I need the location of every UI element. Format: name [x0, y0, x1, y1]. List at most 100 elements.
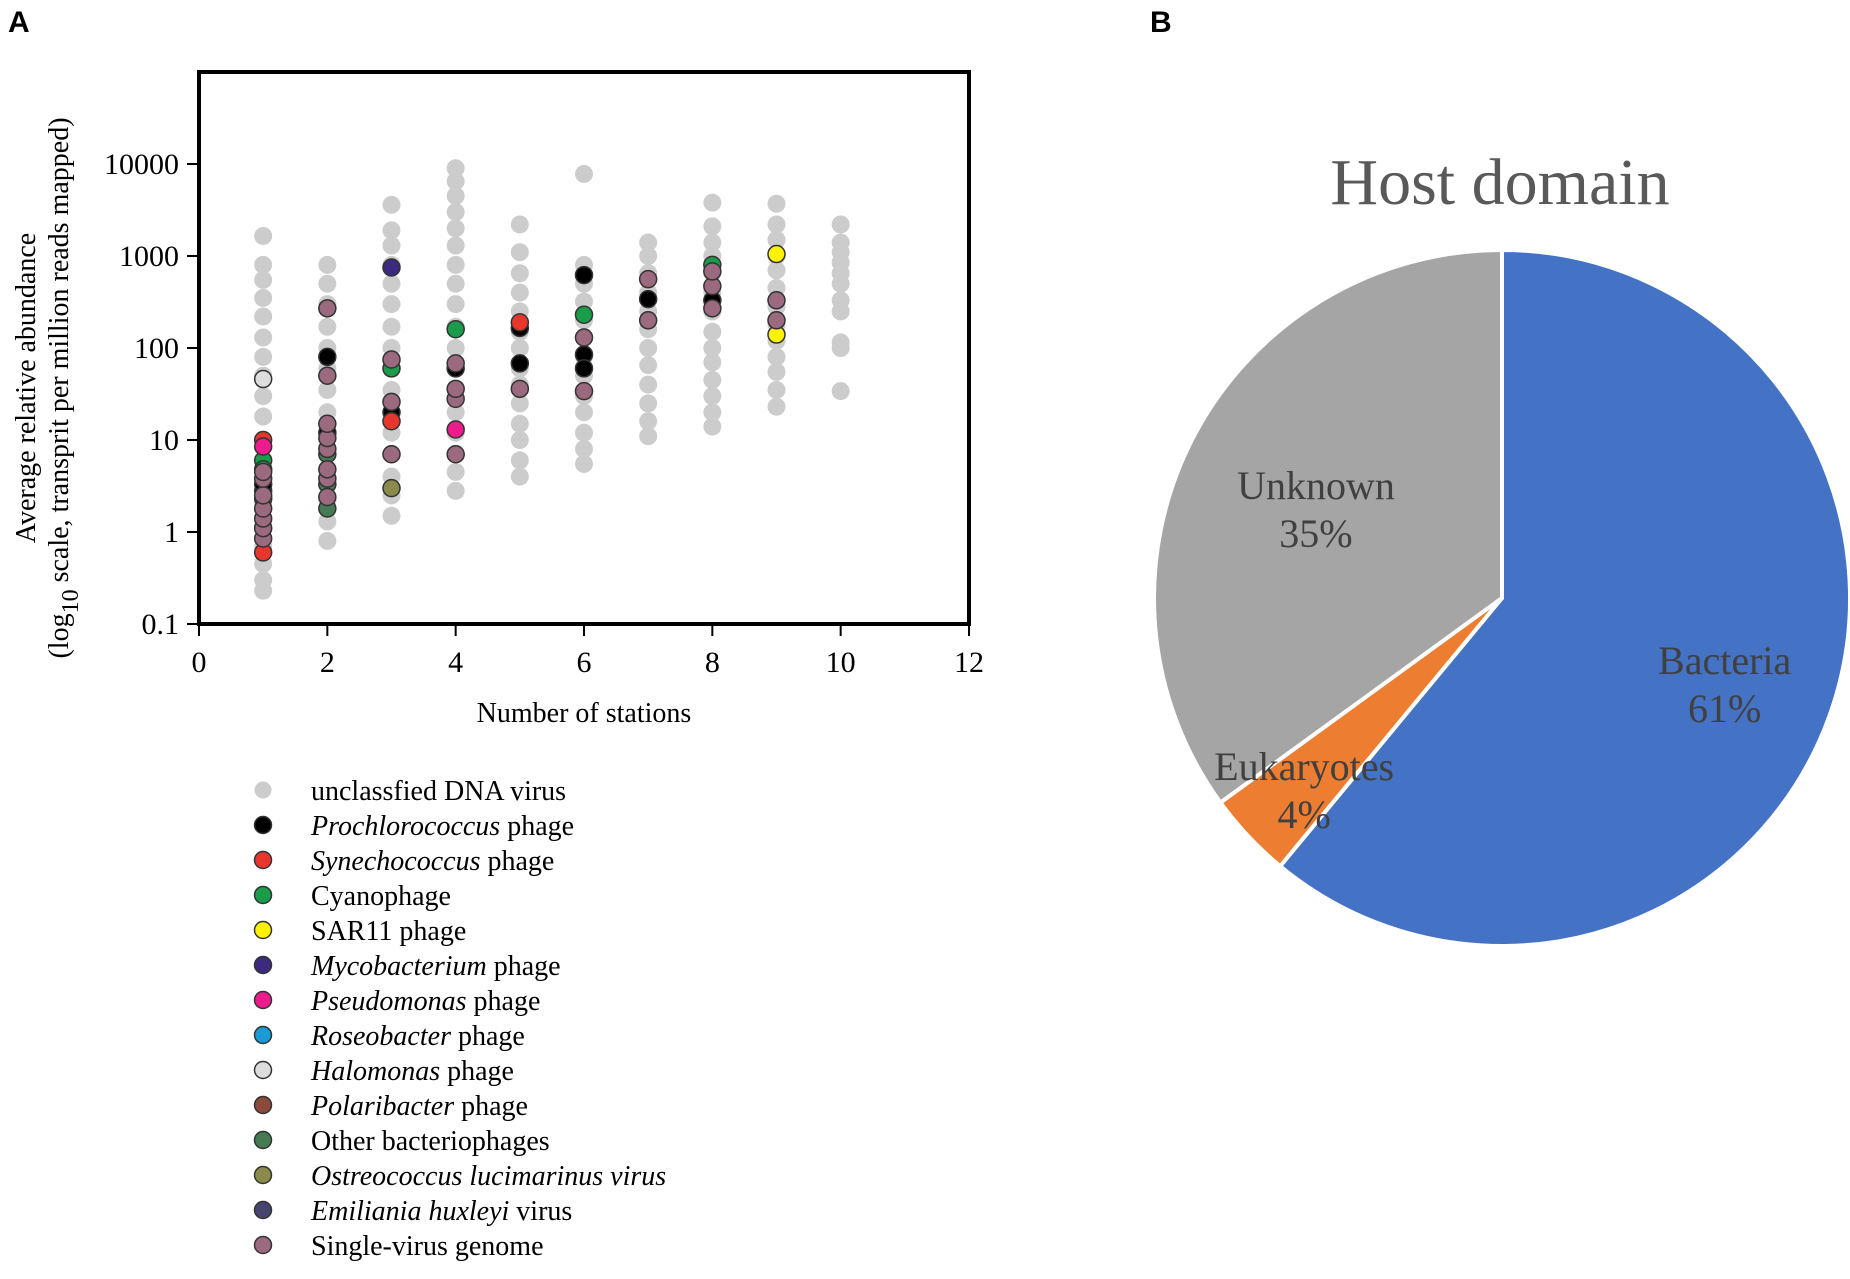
legend-marker [253, 1200, 273, 1220]
point-unclassfied-dna-virus [446, 339, 465, 357]
point-unclassfied-dna-virus [639, 233, 658, 252]
point-unclassfied-dna-virus [510, 283, 529, 302]
point-prochlorococcus-phage [638, 289, 658, 309]
point-unclassfied-dna-virus [254, 255, 273, 274]
legend-entry: Mycobacterium phage [310, 951, 561, 982]
legend-entry-italic: Pseudomonas [310, 986, 467, 1017]
legend-entry-text: phage [500, 811, 574, 842]
y-axis-title-line1: Average relative abundance [11, 233, 42, 543]
pie-label-category: Eukaryotes [1214, 744, 1394, 789]
point-unclassfied-dna-virus [767, 362, 786, 381]
point-halomonas-phage [253, 369, 273, 389]
pie-label-category: Unknown [1237, 463, 1395, 508]
point-single-virus-genome [638, 269, 658, 289]
point-prochlorococcus-phage [574, 359, 594, 378]
point-unclassfied-dna-virus [382, 221, 401, 240]
point-unclassfied-dna-virus [767, 194, 786, 213]
point-unclassfied-dna-virus [254, 328, 273, 347]
legend-entry-text: Cyanophage [311, 881, 451, 912]
point-pseudomonas-phage [253, 437, 273, 456]
legend-marker [253, 1235, 273, 1255]
x-tick-label: 4 [448, 646, 463, 679]
point-unclassfied-dna-virus [510, 243, 529, 262]
pie-label-percent: 4% [1277, 792, 1330, 837]
legend-marker [253, 990, 273, 1010]
pie-label-percent: 35% [1279, 511, 1352, 556]
point-unclassfied-dna-virus [446, 462, 465, 481]
point-single-virus-genome [382, 445, 401, 464]
point-unclassfied-dna-virus [767, 215, 786, 234]
point-unclassfied-dna-virus [767, 230, 786, 249]
y-tick-label: 100 [134, 332, 179, 365]
point-unclassfied-dna-virus [639, 339, 658, 357]
point-unclassfied-dna-virus [446, 255, 465, 274]
point-unclassfied-dna-virus [639, 412, 658, 431]
x-tick-label: 10 [826, 646, 856, 679]
legend-entry: Single-virus genome [311, 1231, 544, 1262]
point-unclassfied-dna-virus [318, 255, 337, 274]
legend-entry-text: virus [509, 1196, 572, 1227]
legend-marker [253, 815, 273, 835]
legend-entry: SAR11 phage [311, 916, 466, 947]
point-unclassfied-dna-virus [510, 451, 529, 470]
point-mycobacterium-phage [382, 258, 401, 277]
legend-entry-italic: Emiliania huxleyi [310, 1196, 509, 1227]
point-single-virus-genome [318, 460, 337, 479]
legend-entry-text: Other bacteriophages [311, 1126, 550, 1157]
point-unclassfied-dna-virus [254, 407, 273, 426]
point-single-virus-genome [318, 366, 337, 385]
point-unclassfied-dna-virus [767, 397, 786, 416]
point-unclassfied-dna-virus [318, 380, 337, 399]
point-single-virus-genome [446, 445, 465, 464]
legend-entry: Halomonas phage [310, 1056, 514, 1087]
x-tick-label: 6 [577, 646, 592, 679]
point-single-virus-genome [574, 381, 594, 401]
point-unclassfied-dna-virus [703, 233, 722, 252]
point-sar11-phage [767, 244, 786, 264]
legend-entry-italic: Roseobacter [310, 1021, 451, 1052]
point-unclassfied-dna-virus [382, 274, 401, 293]
y-tick-label: 10000 [104, 148, 179, 181]
point-unclassfied-dna-virus [575, 423, 593, 442]
point-unclassfied-dna-virus [446, 172, 465, 191]
point-unclassfied-dna-virus [510, 414, 529, 433]
x-axis: 0 2 4 6 8 10 12 [192, 624, 984, 679]
point-unclassfied-dna-virus [446, 481, 465, 500]
pie-title: Host domain [1330, 146, 1669, 219]
point-unclassfied-dna-virus [703, 353, 722, 372]
point-synechococcus-phage [510, 313, 530, 332]
y-tick-label: 1000 [119, 240, 179, 273]
point-unclassfied-dna-virus [318, 531, 337, 550]
legend-entry-italic: Halomonas [310, 1056, 440, 1087]
legend-marker [253, 920, 273, 940]
legend-entry-italic: Ostreococcus lucimarinus virus [311, 1161, 666, 1192]
point-unclassfied-dna-virus [254, 288, 273, 307]
legend-entry: Other bacteriophages [311, 1126, 550, 1157]
point-unclassfied-dna-virus [575, 403, 593, 422]
point-single-virus-genome [767, 291, 786, 310]
legend-marker [253, 1025, 273, 1045]
point-unclassfied-dna-virus [446, 403, 465, 422]
point-unclassfied-dna-virus [575, 439, 593, 458]
point-unclassfied-dna-virus [639, 427, 658, 446]
point-unclassfied-dna-virus [767, 347, 786, 366]
point-unclassfied-dna-virus [703, 217, 722, 236]
y-tick-label: 10 [149, 424, 179, 457]
point-unclassfied-dna-virus [510, 394, 529, 413]
point-unclassfied-dna-virus [831, 233, 850, 252]
legend-entry: Polaribacter phage [310, 1091, 528, 1122]
point-unclassfied-dna-virus [703, 193, 722, 212]
point-single-virus-genome [382, 392, 401, 412]
legend-entry-italic: Polaribacter [310, 1091, 454, 1122]
point-single-virus-genome [703, 299, 722, 318]
y-axis-title-line2: (log10 scale, transprit per million read… [44, 117, 84, 658]
point-unclassfied-dna-virus [318, 274, 337, 293]
point-cyanophage [574, 305, 594, 324]
y-tick-label: 1 [164, 516, 179, 549]
legend-entry-text: phage [487, 951, 561, 982]
point-single-virus-genome [318, 299, 337, 318]
legend-entry: Roseobacter phage [310, 1021, 525, 1052]
legend-entry: Ostreococcus lucimarinus virus [311, 1161, 666, 1192]
legend-entry: unclassfied DNA virus [311, 776, 566, 807]
